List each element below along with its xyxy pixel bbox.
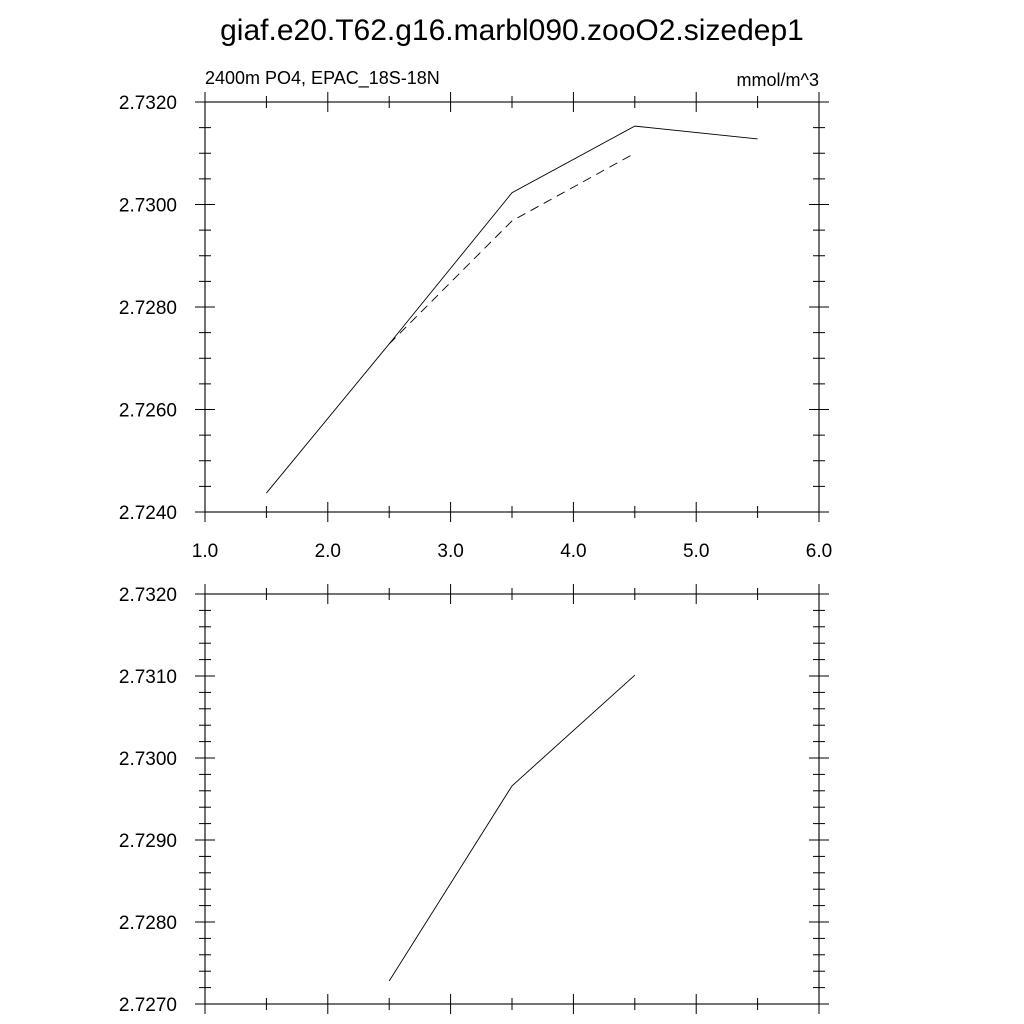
bottom-y-tick-label: 2.7310 (119, 667, 177, 688)
top-y-tick-label: 2.7280 (119, 298, 177, 319)
top-series-group (266, 125, 758, 494)
top-y-tick-label: 2.7300 (119, 196, 177, 217)
bottom-y-tick-label: 2.7280 (119, 913, 177, 934)
top-x-tick-label: 4.0 (560, 541, 586, 562)
top-panel-subtitle-right: mmol/m^3 (737, 70, 819, 90)
bottom-y-tick-labels: 2.7270 2.7280 2.7290 2.7300 2.7310 2.732… (119, 585, 177, 1016)
bottom-y-tick-label: 2.7270 (119, 995, 177, 1016)
bottom-y-tick-label: 2.7300 (119, 749, 177, 770)
top-y-tick-label: 2.7260 (119, 401, 177, 422)
top-x-tick-label: 6.0 (806, 541, 832, 562)
top-series-line-dashed (388, 152, 636, 345)
bottom-plot-frame (204, 593, 820, 1005)
bottom-y-tick-label: 2.7320 (119, 585, 177, 606)
bottom-series-group (388, 674, 636, 982)
top-panel-subtitle-left: 2400m PO4, EPAC_18S-18N (205, 68, 440, 89)
bottom-y-tick-label: 2.7290 (119, 831, 177, 852)
top-x-tick-label: 2.0 (315, 541, 341, 562)
top-axis-ticks (195, 92, 829, 522)
bottom-axis-ticks (195, 584, 829, 1014)
bottom-series-line-solid (388, 674, 636, 982)
top-series-line-solid (266, 125, 758, 494)
top-x-tick-label: 1.0 (192, 541, 218, 562)
top-plot-frame (204, 101, 820, 513)
figure-title: giaf.e20.T62.g16.marbl090.zooO2.sizedep1 (220, 14, 804, 47)
top-x-tick-label: 5.0 (683, 541, 709, 562)
top-x-tick-label: 3.0 (437, 541, 463, 562)
top-y-tick-label: 2.7320 (119, 93, 177, 114)
top-x-tick-labels: 1.0 2.0 3.0 4.0 5.0 6.0 (192, 541, 832, 562)
top-panel: 2400m PO4, EPAC_18S-18N mmol/m^3 1.0 2.0… (119, 68, 832, 562)
top-y-tick-labels: 2.7240 2.7260 2.7280 2.7300 2.7320 (119, 93, 177, 524)
bottom-panel: 2.7270 2.7280 2.7290 2.7300 2.7310 2.732… (119, 584, 829, 1016)
top-y-tick-label: 2.7240 (119, 503, 177, 524)
